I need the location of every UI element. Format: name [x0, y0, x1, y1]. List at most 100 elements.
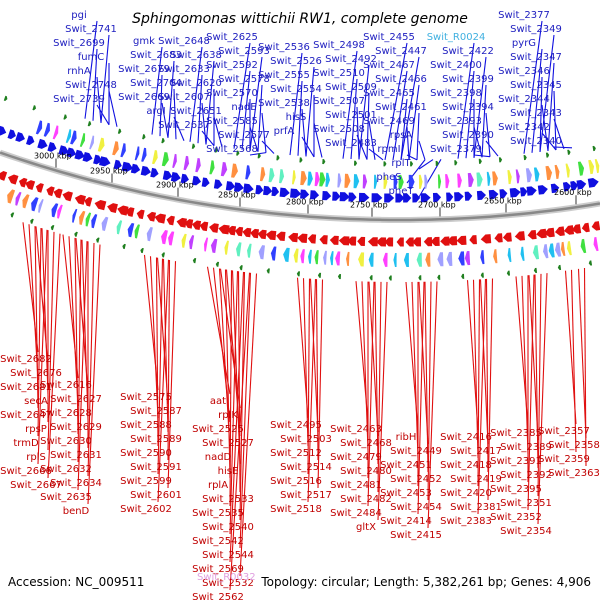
gene-label-nade: nadE: [231, 102, 256, 113]
gene-label-swit-2739: Swit_2739: [53, 94, 105, 105]
forward-gene: [412, 193, 421, 203]
gene-label-swit-2469: Swit_2469: [363, 116, 415, 127]
reverse-gene: [347, 236, 357, 246]
cog-strip: [300, 249, 305, 264]
gene-label-swit-2634: Swit_2634: [50, 478, 102, 489]
gene-label-swit-2418: Swit_2418: [440, 460, 492, 471]
gene-label-swit-2635: Swit_2635: [40, 492, 92, 503]
gc-mark: [418, 275, 422, 281]
gene-label-swit-2452: Swit_2452: [390, 474, 442, 485]
reverse-gene: [480, 234, 492, 244]
gene-label-swit-2591: Swit_2591: [130, 462, 182, 473]
forward-gene: [113, 159, 122, 170]
forward-gene: [384, 193, 395, 203]
gene-label-swit-2620: Swit_2620: [170, 78, 222, 89]
cog-strip: [560, 241, 566, 257]
gene-label-swit-2466: Swit_2466: [375, 74, 427, 85]
gc-mark: [498, 157, 503, 163]
gene-label-swit-2517: Swit_2517: [280, 490, 332, 501]
gene-label-swit-2400: Swit_2400: [430, 60, 482, 71]
cog-strip: [437, 174, 442, 189]
gc-mark: [214, 147, 218, 153]
forward-gene: [395, 193, 405, 203]
reverse-gene: [25, 180, 36, 191]
forward-gene: [74, 149, 85, 160]
cog-strip: [525, 168, 532, 183]
gene-label-swit-2602: Swit_2602: [120, 504, 172, 515]
gene-label-swit-2422: Swit_2422: [442, 46, 494, 57]
reverse-gene: [514, 231, 526, 241]
reverse-gene: [405, 237, 414, 247]
reverse-gene: [440, 236, 450, 246]
cog-strip: [566, 241, 572, 256]
backbone-arc: [0, 149, 600, 223]
forward-gene: [570, 181, 579, 191]
reverse-gene: [384, 237, 394, 247]
cog-strip: [337, 173, 342, 188]
cog-strip: [486, 171, 491, 186]
cog-strip: [344, 173, 351, 188]
gene-label-seca: secA: [24, 396, 48, 407]
cog-strip: [403, 252, 409, 267]
cog-strip: [476, 172, 483, 187]
gene-label-swit-2633: Swit_2633: [158, 64, 210, 75]
cog-strip: [210, 238, 218, 254]
gene-label-swit-2451: Swit_2451: [380, 460, 432, 471]
cog-strip: [325, 172, 330, 187]
gc-mark: [266, 268, 270, 274]
gc-mark: [96, 237, 100, 243]
gene-label-swit-2554: Swit_2554: [270, 84, 322, 95]
gene-label-swit-2676: Swit_2676: [10, 368, 62, 379]
cog-strip: [308, 249, 312, 264]
gene-label-swit-2532: Swit_2532: [202, 578, 254, 589]
forward-gene: [526, 186, 537, 196]
reverse-gene: [257, 229, 267, 240]
gene-label-swit-2625: Swit_2625: [206, 32, 258, 43]
forward-gene: [562, 182, 572, 192]
scale-tick-label-1: 2950 kbp: [90, 167, 128, 176]
gc-mark: [545, 152, 550, 158]
topology-text: Topology: circular; Length: 5,382,261 bp…: [260, 575, 591, 589]
gene-label-swit-2399: Swit_2399: [442, 74, 494, 85]
cog-strip: [480, 250, 485, 265]
gene-label-swit-2651: Swit_2651: [170, 106, 222, 117]
forward-gene: [446, 192, 454, 202]
gc-mark: [299, 157, 303, 163]
cog-strip: [330, 251, 334, 266]
reverse-gene: [527, 229, 537, 240]
reverse-gene: [430, 236, 440, 246]
gc-mark: [239, 265, 243, 271]
cog-strip: [424, 174, 428, 189]
cog-strip: [209, 160, 215, 175]
reverse-gene: [74, 194, 86, 205]
gene-label-swit-2508: Swit_2508: [313, 124, 365, 135]
gene-label-swit-2630: Swit_2630: [40, 436, 92, 447]
gene-label-phet: pheT: [389, 186, 415, 197]
reverse-gene: [227, 225, 237, 236]
reverse-gene: [250, 228, 260, 239]
forward-gene: [7, 129, 16, 140]
cog-strip: [457, 173, 462, 188]
cog-strip: [493, 249, 498, 264]
scale-tick-label-2: 2900 kbp: [156, 181, 194, 190]
gene-label-swit-2461: Swit_2461: [375, 102, 427, 113]
forward-gene: [201, 177, 210, 187]
gc-mark: [461, 273, 465, 279]
gene-label-swit-2616: Swit_2616: [40, 380, 92, 391]
forward-gene: [322, 191, 332, 201]
forward-gene: [537, 185, 548, 195]
gene-label-swit-2420: Swit_2420: [440, 488, 492, 499]
gene-label-swit-2555: Swit_2555: [258, 70, 310, 81]
cog-strip: [247, 243, 252, 258]
gc-mark: [322, 159, 326, 165]
cog-strip: [189, 235, 195, 250]
cog-strip: [335, 251, 341, 266]
reverse-gene: [84, 197, 93, 207]
reverse-gene: [276, 231, 286, 242]
forward-gene: [162, 170, 173, 181]
cog-strip: [358, 252, 365, 267]
cog-strip: [446, 251, 453, 266]
gene-label-swit-2349: Swit_2349: [510, 24, 562, 35]
cog-strip: [382, 252, 388, 267]
gene-label-swit-2482: Swit_2482: [340, 494, 392, 505]
